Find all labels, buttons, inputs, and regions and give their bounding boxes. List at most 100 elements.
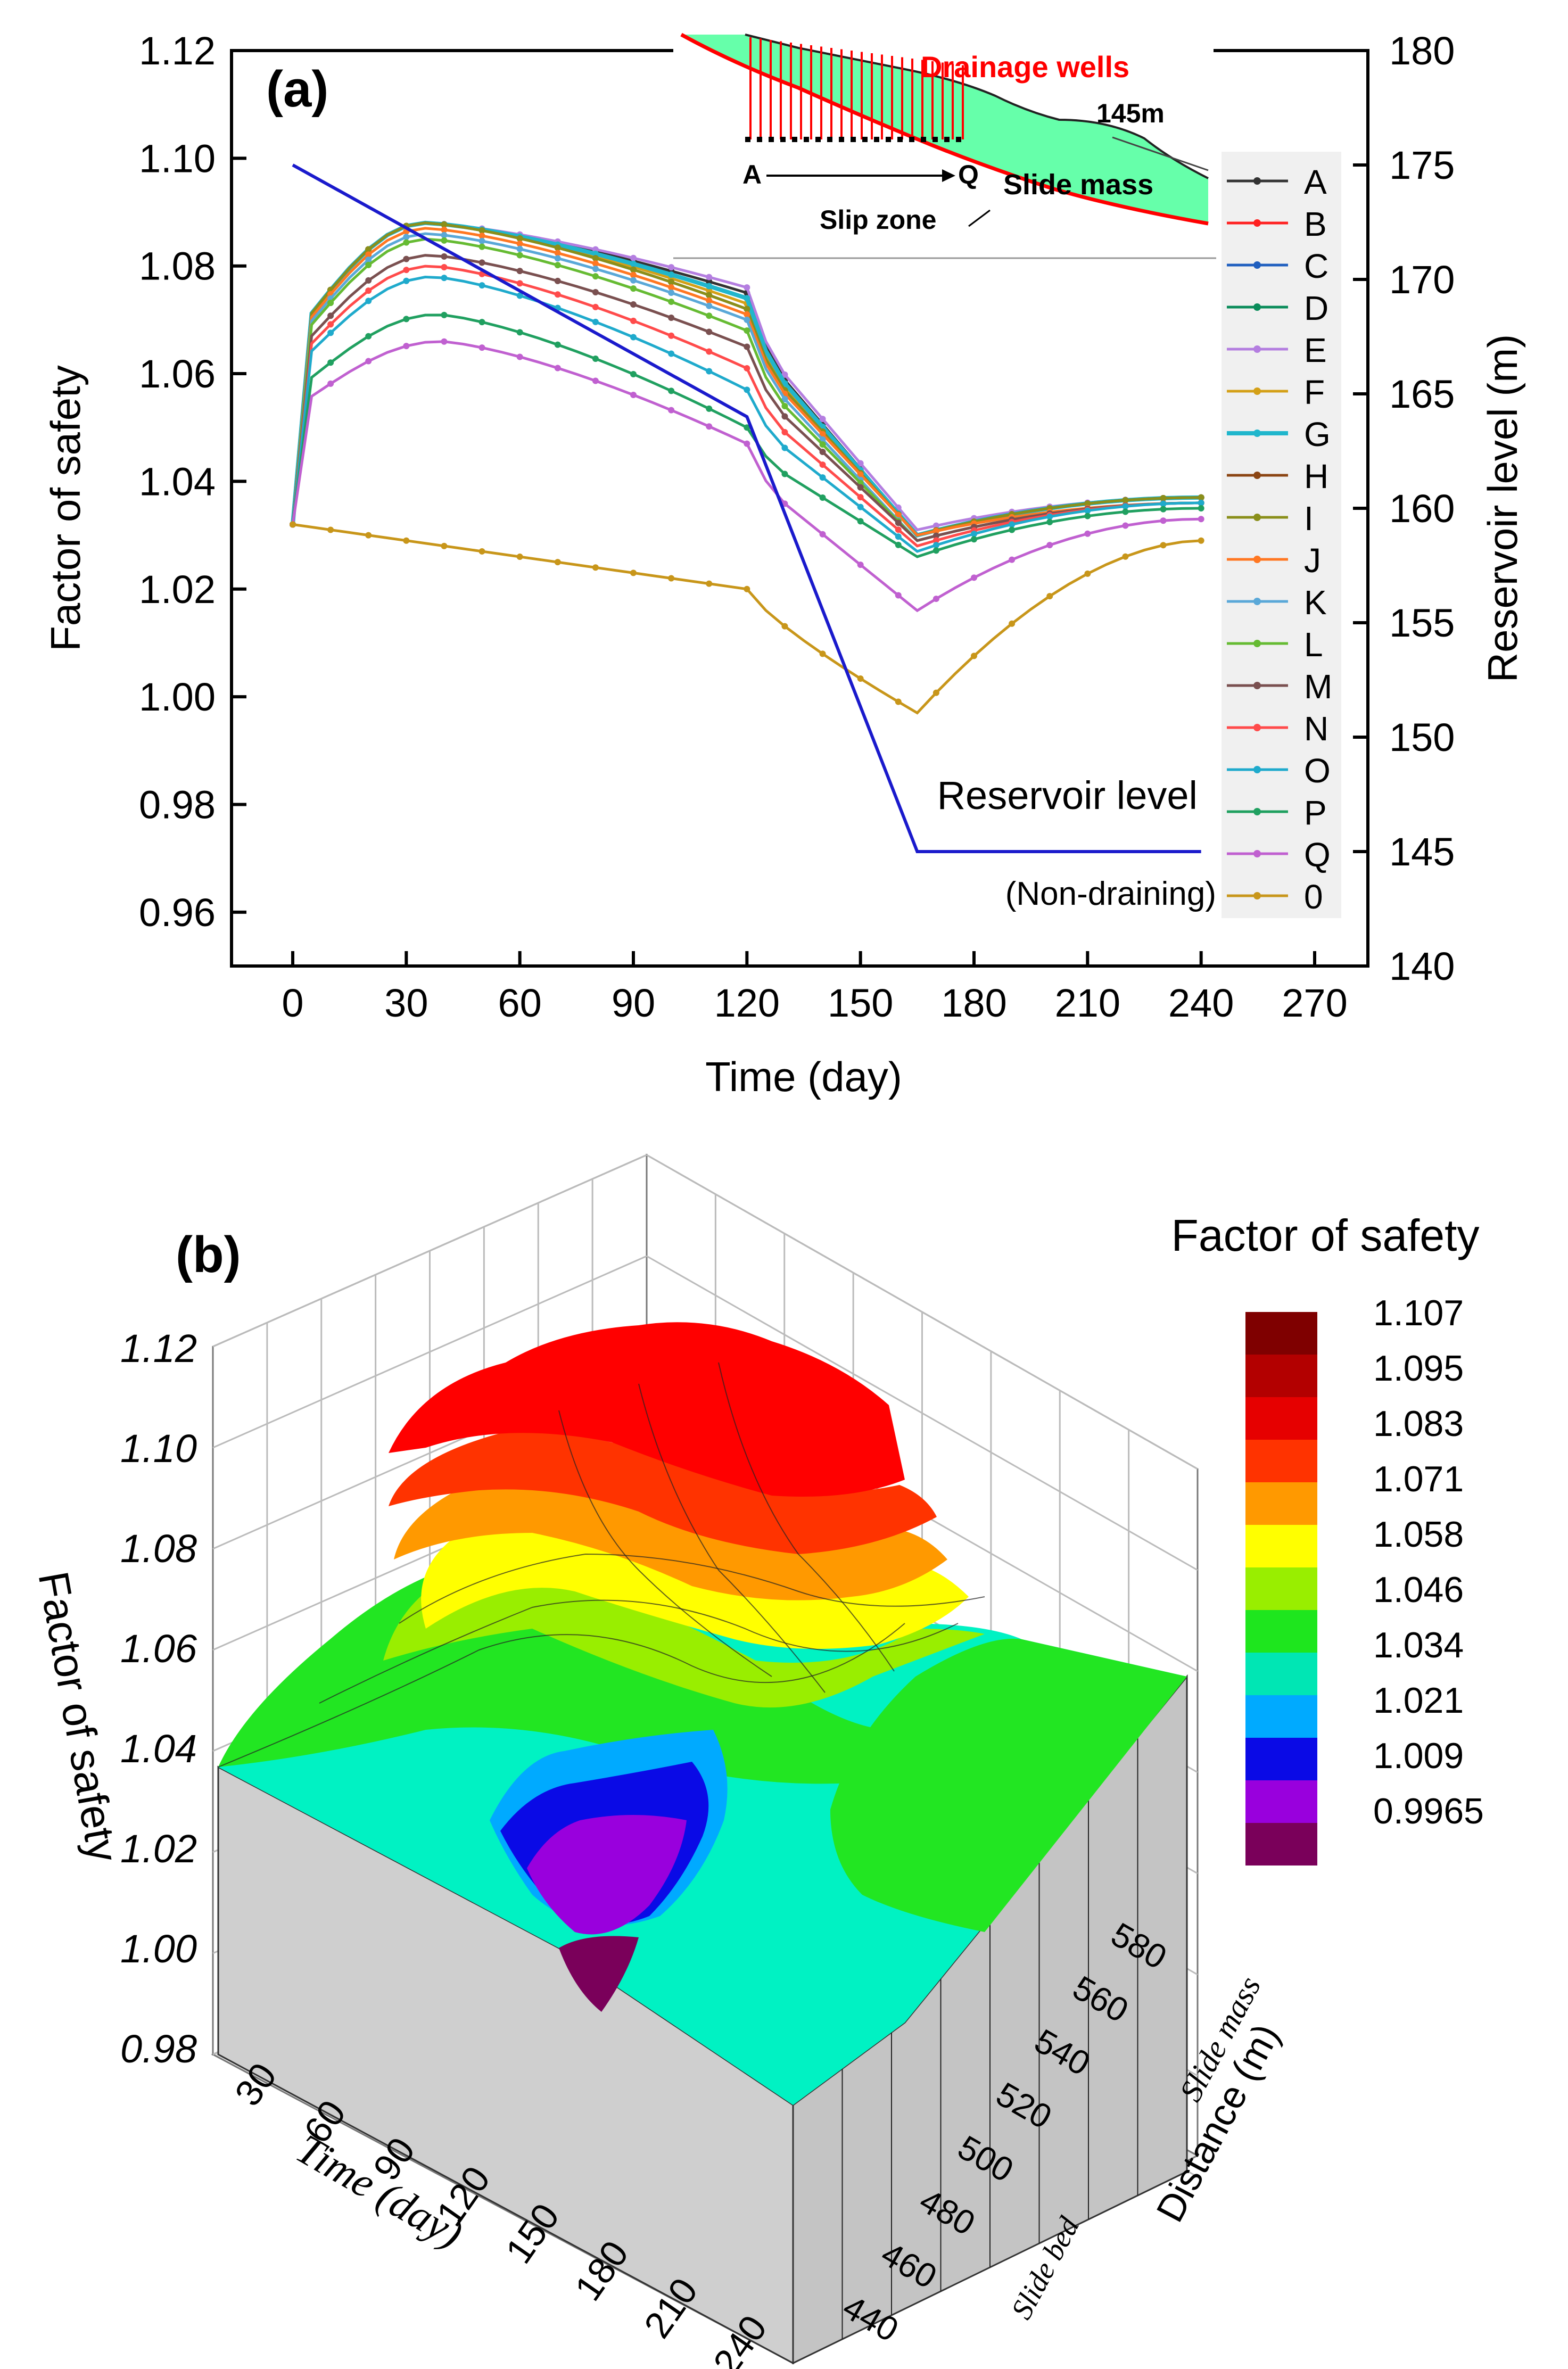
series-marker-P <box>1198 505 1204 511</box>
y-tick-label: 1.00 <box>139 675 216 719</box>
series-marker-O <box>1198 499 1204 506</box>
surface-band-1.095 <box>389 1322 905 1497</box>
y2-tick-label: 140 <box>1389 944 1455 988</box>
series-marker-G <box>706 283 713 290</box>
colorbar-band <box>1245 1440 1317 1482</box>
legend-label-A: A <box>1304 163 1327 201</box>
x-tick-label: 240 <box>1168 981 1234 1025</box>
series-marker-I <box>1084 500 1091 507</box>
series-marker-N <box>554 291 561 298</box>
series-marker-J <box>857 471 864 478</box>
series-marker-N <box>819 461 826 468</box>
series-marker-O <box>744 386 750 393</box>
colorbar-band <box>1245 1312 1317 1355</box>
series-marker-N <box>668 332 675 339</box>
series-marker-N <box>365 287 372 294</box>
colorbar-label: 1.034 <box>1373 1625 1464 1665</box>
legend-label-C: C <box>1304 247 1328 285</box>
legend-marker-O <box>1253 766 1261 773</box>
series-marker-P <box>857 518 864 525</box>
y2-tick-label: 150 <box>1389 715 1455 760</box>
legend-label-G: G <box>1304 415 1331 453</box>
series-marker-O <box>1009 521 1016 528</box>
legend-label-M: M <box>1304 667 1332 706</box>
z-tick-label: 1.06 <box>120 1627 197 1671</box>
inset-slip-surface <box>680 32 1209 226</box>
series-marker-E <box>668 264 675 271</box>
legend-marker-C <box>1253 261 1261 269</box>
series-marker-F <box>706 287 713 294</box>
series-marker-0 <box>290 521 296 528</box>
series-marker-M <box>441 253 448 260</box>
series-marker-M <box>668 314 675 321</box>
legend-label-P: P <box>1304 794 1327 832</box>
y2-tick-label: 170 <box>1389 258 1455 302</box>
legend-label-F: F <box>1304 373 1325 411</box>
series-marker-K <box>365 257 372 263</box>
series-marker-O <box>932 542 939 549</box>
inset-point-q: Q <box>958 160 979 189</box>
fs-surface <box>218 1322 1187 2105</box>
legend-label-E: E <box>1304 331 1327 369</box>
series-marker-N <box>781 428 788 435</box>
x-tick-labels: 0 30 60 90 120 150 180 210 240 270 <box>282 981 1347 1025</box>
series-marker-M <box>592 288 599 295</box>
series-marker-L <box>516 252 523 259</box>
series-marker-K <box>630 277 637 284</box>
series-marker-K <box>781 396 788 403</box>
series-marker-0 <box>668 575 675 582</box>
series-marker-N <box>706 348 713 355</box>
series-marker-L <box>630 285 637 292</box>
reservoir-level-label: Reservoir level <box>937 773 1198 818</box>
series-line-E <box>291 221 1201 532</box>
series-marker-I <box>554 244 561 251</box>
surface-contours <box>218 1362 985 1768</box>
series-marker-L <box>781 402 788 409</box>
series-marker-P <box>706 405 713 412</box>
series-marker-E <box>706 274 713 280</box>
x-tick-label: 270 <box>1282 981 1347 1025</box>
colorbar-label: 1.095 <box>1373 1348 1464 1389</box>
y-tick-label: 1.02 <box>139 567 216 612</box>
colorbar-band <box>1245 1482 1317 1525</box>
series-marker-E <box>592 246 599 253</box>
series-marker-O <box>819 474 826 481</box>
series-marker-O <box>857 503 864 510</box>
series-marker-0 <box>857 675 864 682</box>
inset-level-label: 145m <box>1096 98 1165 128</box>
series-marker-E <box>630 254 637 261</box>
colorbar-band <box>1245 1695 1317 1738</box>
series-marker-P <box>668 387 675 394</box>
contour-line <box>558 1410 772 1677</box>
series-marker-P <box>781 471 788 477</box>
legend-marker-B <box>1253 219 1261 227</box>
series-marker-Q <box>744 440 750 447</box>
series-marker-Q <box>1160 517 1167 524</box>
series-marker-Q <box>592 377 599 384</box>
panel-a: 0.96 0.98 1.00 1.02 1.04 1.06 1.08 1.10 1.12 140… <box>42 29 1526 1100</box>
legend-marker-F <box>1253 387 1261 395</box>
series-marker-P <box>1122 508 1129 515</box>
surface-band-1.083 <box>389 1432 937 1554</box>
legend-marker-H <box>1253 472 1261 479</box>
series-marker-0 <box>1160 542 1167 549</box>
colorbar-band <box>1245 1397 1317 1440</box>
legend-label-N: N <box>1304 709 1328 748</box>
series-marker-J <box>516 240 523 247</box>
x-tick-label: 210 <box>1055 981 1120 1025</box>
series-marker-P <box>932 547 939 554</box>
series-marker-O <box>403 277 410 284</box>
series-marker-O <box>781 444 788 451</box>
series-marker-Q <box>857 562 864 568</box>
reservoir-level-series <box>292 163 1201 853</box>
series-marker-K <box>478 237 485 244</box>
z-axis-label: Factor of safety <box>29 1568 127 1865</box>
panel-a-ticks <box>232 49 1368 968</box>
series-marker-N <box>403 267 410 274</box>
legend-marker-A <box>1253 177 1261 185</box>
series-marker-K <box>516 245 523 252</box>
series-marker-I <box>441 221 448 228</box>
inset-slip-zone-pointer <box>968 209 991 227</box>
legend-marker-N <box>1253 724 1261 731</box>
